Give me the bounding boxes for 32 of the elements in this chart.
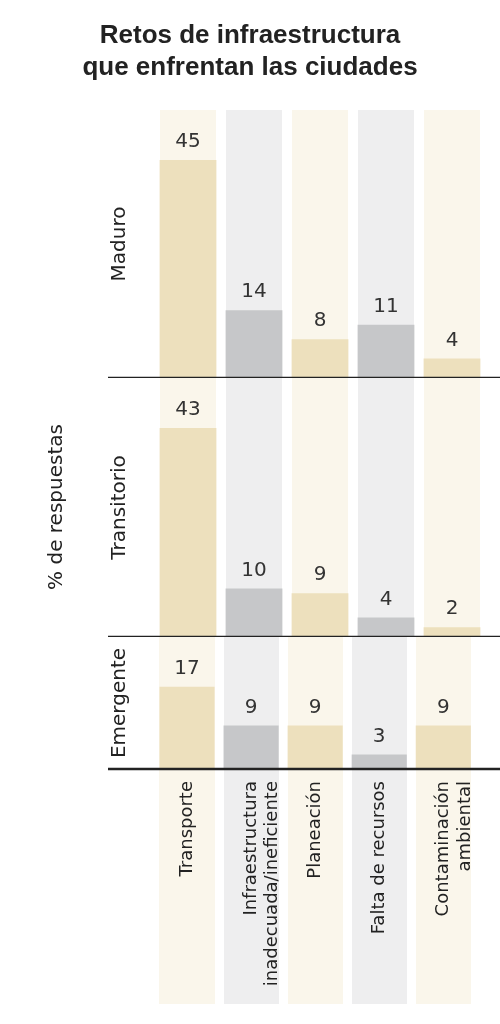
y-axis-title: Emergente <box>106 647 131 759</box>
x-tick-label: Falta de recursos <box>366 781 388 935</box>
data-label: 3 <box>372 722 386 747</box>
data-label: 43 <box>175 396 201 421</box>
data-label: 14 <box>241 278 267 303</box>
x-tick-label: Planeación <box>302 781 324 879</box>
text: % de respuestas <box>43 424 67 591</box>
data-label: 9 <box>313 561 327 586</box>
data-label: 4 <box>379 585 393 610</box>
bar <box>423 358 481 378</box>
y-axis-title: Transitorio <box>106 455 131 561</box>
data-label: 10 <box>241 556 267 581</box>
x-tick-label: Transporte <box>174 781 196 878</box>
data-label: 11 <box>373 292 399 317</box>
data-label: 9 <box>436 693 450 718</box>
data-label: 17 <box>174 655 200 680</box>
data-label: 8 <box>313 307 327 332</box>
data-label: 45 <box>175 128 201 153</box>
chart-title: Retos de infraestructura que enfrentan las ciudades <box>81 18 419 82</box>
bar <box>291 593 349 637</box>
bar <box>357 324 415 378</box>
data-label: 9 <box>244 693 258 718</box>
x-tick-label: Contaminación ambiental <box>430 781 474 917</box>
data-label: 4 <box>445 326 459 351</box>
bar <box>423 627 481 637</box>
bar <box>225 588 283 637</box>
data-label: 2 <box>445 595 459 620</box>
data-label: 9 <box>308 693 322 718</box>
bar <box>357 617 415 637</box>
y-axis-title: Maduro <box>106 206 131 282</box>
x-tick-label: Infraestructura inadecuada/ineficiente <box>238 781 282 987</box>
bar <box>291 339 349 378</box>
